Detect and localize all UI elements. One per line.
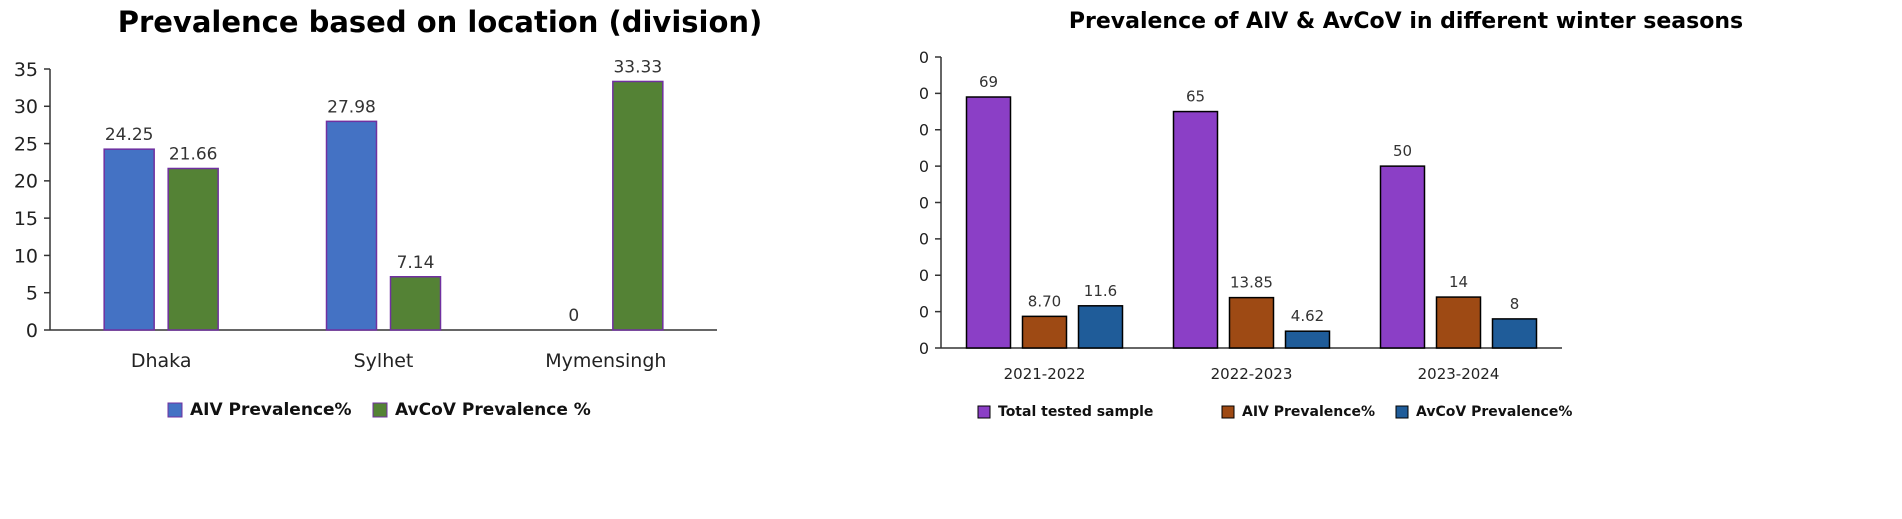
bar-aiv-prevalence--dhaka	[103, 148, 155, 331]
legend-label: AIV Prevalence%	[1242, 404, 1375, 420]
data-label: 11.6	[1084, 282, 1117, 300]
data-label: 65	[1186, 88, 1205, 106]
y-tick-label: 70	[920, 84, 929, 103]
bar-aiv-prevalence--sylhet	[325, 120, 378, 331]
legend-label: AvCoV Prevalence %	[395, 400, 591, 420]
x-category-label: 2023-2024	[1418, 365, 1500, 383]
x-category-label: Mymensingh	[545, 350, 666, 372]
chart-title: Prevalence of AIV & AvCoV in different w…	[1069, 9, 1743, 34]
chart-location-prevalence: Prevalence based on location (division) 0…	[0, 0, 920, 519]
data-label: 69	[979, 73, 998, 91]
data-label: 7.14	[397, 253, 435, 273]
bar-avcov-prevalence--2023-2024	[1491, 318, 1538, 349]
bar-total-tested-sample-2023-2024	[1379, 165, 1426, 349]
data-label: 0	[568, 306, 579, 326]
data-label: 4.62	[1291, 307, 1324, 325]
legend-swatch	[1395, 405, 1409, 419]
y-tick-label: 5	[26, 283, 38, 305]
data-label: 8.70	[1028, 292, 1061, 310]
bar-avcov-prevalence--2021-2022	[1077, 305, 1124, 349]
bar-total-tested-sample-2021-2022	[965, 96, 1012, 349]
legend-label: AIV Prevalence%	[190, 400, 352, 420]
y-tick-label: 10	[920, 302, 929, 321]
y-tick-label: 10	[14, 245, 38, 267]
y-tick-label: 20	[14, 171, 38, 193]
y-tick-label: 30	[14, 96, 38, 118]
data-label: 50	[1393, 142, 1412, 160]
y-tick-label: 0	[920, 339, 929, 358]
bar-aiv-prevalence--2021-2022	[1021, 315, 1068, 349]
legend-label: AvCoV Prevalence%	[1416, 404, 1572, 420]
data-label: 24.25	[105, 125, 154, 145]
bar-aiv-prevalence--2023-2024	[1435, 296, 1482, 349]
y-tick-label: 30	[920, 230, 929, 249]
data-label: 8	[1510, 295, 1520, 313]
y-tick-label: 35	[14, 59, 38, 81]
legend-label: Total tested sample	[998, 404, 1153, 420]
bar-total-tested-sample-2022-2023	[1172, 110, 1219, 349]
legend-swatch	[977, 405, 991, 419]
y-tick-label: 20	[920, 266, 929, 285]
y-tick-label: 50	[920, 157, 929, 176]
y-tick-label: 40	[920, 193, 929, 212]
bar-avcov-prevalence--mymensingh	[612, 80, 664, 331]
data-label: 13.85	[1230, 274, 1273, 292]
x-category-label: 2022-2023	[1211, 365, 1293, 383]
data-label: 27.98	[327, 97, 376, 117]
y-tick-label: 80	[920, 48, 929, 67]
y-tick-label: 60	[920, 121, 929, 140]
legend-swatch	[1221, 405, 1235, 419]
bar-avcov-prevalence--sylhet	[389, 276, 442, 331]
legend-swatch	[372, 402, 388, 418]
x-category-label: 2021-2022	[1004, 365, 1086, 383]
chart-title: Prevalence based on location (division)	[118, 5, 763, 39]
chart-location-prevalence-svg: Prevalence based on location (division) 0…	[14, 5, 763, 420]
y-tick-label: 25	[14, 133, 38, 155]
data-label: 14	[1449, 273, 1468, 291]
bar-avcov-prevalence--2022-2023	[1284, 330, 1331, 349]
x-category-label: Sylhet	[354, 350, 414, 372]
y-tick-label: 15	[14, 208, 38, 230]
chart-winter-seasons-prevalence: Prevalence of AIV & AvCoV in different w…	[920, 0, 1902, 519]
legend-swatch	[167, 402, 183, 418]
y-tick-label: 0	[26, 320, 38, 342]
bar-aiv-prevalence--2022-2023	[1228, 296, 1275, 349]
data-label: 21.66	[169, 144, 218, 164]
chart-winter-seasons-prevalence-svg: Prevalence of AIV & AvCoV in different w…	[920, 9, 1743, 420]
data-label: 33.33	[613, 57, 662, 77]
bar-avcov-prevalence--dhaka	[167, 167, 219, 331]
x-category-label: Dhaka	[131, 350, 192, 372]
